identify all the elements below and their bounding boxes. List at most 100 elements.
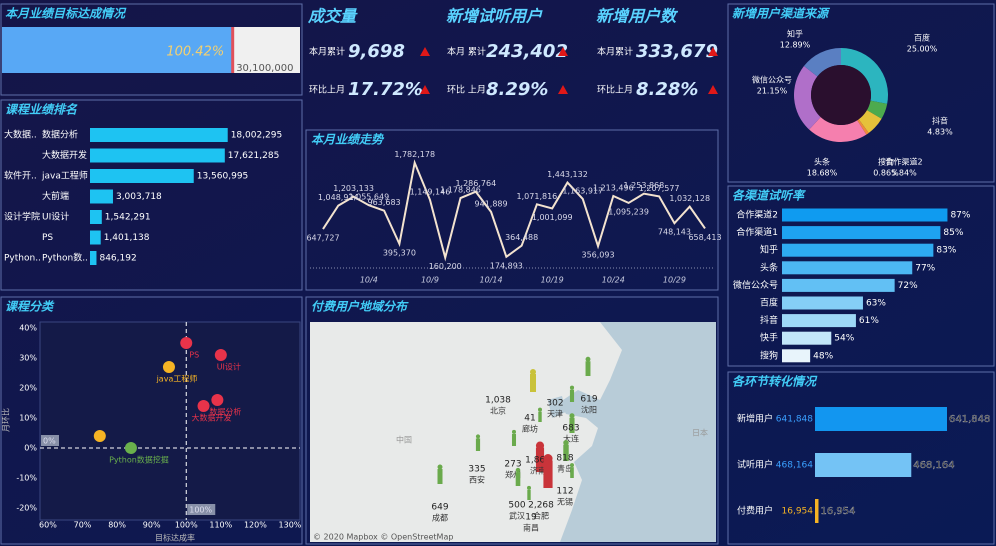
point-label: UI设计	[217, 362, 241, 372]
slice-value: 12.89%	[780, 41, 811, 50]
category-label: 新增用户	[737, 413, 773, 425]
x-axis-label: 目标达成率	[155, 533, 195, 543]
value-label: 87%	[950, 211, 970, 221]
x-tick-label: 120%	[244, 521, 267, 530]
group-label: 软件开..	[4, 170, 37, 182]
value-label: 1,001,099	[532, 213, 573, 222]
x-tick-label: 130%	[279, 521, 302, 530]
value-label: 77%	[915, 263, 935, 273]
value-label: 356,093	[581, 251, 614, 260]
value-label: 963,683	[368, 198, 401, 207]
slice-name: 头条	[814, 157, 830, 167]
panel-title: 各环节转化情况	[732, 375, 818, 389]
value-label: 395,370	[383, 248, 416, 257]
kpi-value: 8.28%	[636, 79, 698, 100]
category-label: 大数据开发	[42, 149, 87, 161]
slice-value: 5.84%	[891, 169, 917, 178]
value-label: 364,488	[505, 233, 538, 242]
x-tick-label: 110%	[209, 521, 232, 530]
bar	[90, 148, 225, 163]
city-value: 2,268	[528, 501, 554, 511]
target-label: 30,100,000	[236, 63, 293, 74]
point-label: 大数据开发	[192, 413, 232, 423]
value-label: 13,560,995	[197, 172, 249, 182]
value-label: 658,413	[688, 233, 721, 242]
panel-title: 各渠道试听率	[732, 189, 806, 203]
value-label: 1,443,132	[547, 170, 588, 179]
reference-label-bg	[187, 504, 216, 515]
panel	[305, 296, 719, 545]
kpi-title: 新增用户数	[596, 7, 679, 26]
x-tick-label: 10/14	[480, 276, 503, 285]
x-tick-label: 10/4	[360, 276, 378, 285]
x-tick-label: 10/24	[602, 276, 625, 285]
kpi-label: 环比上月	[597, 84, 633, 96]
city-name: 南昌	[523, 523, 539, 533]
y-tick-label: -20%	[16, 504, 37, 513]
point	[214, 349, 227, 361]
bar	[782, 331, 832, 345]
value-label: 1,286,764	[455, 179, 496, 188]
slice	[803, 48, 841, 77]
point	[197, 400, 210, 412]
city-name: 合肥	[533, 511, 549, 521]
y-tick-label: -10%	[16, 474, 37, 483]
y-tick-label: 0%	[24, 444, 37, 453]
up-arrow	[558, 85, 568, 94]
up-arrow	[708, 85, 718, 94]
city-value: 41	[524, 414, 535, 424]
category-label: 合作渠道2	[736, 209, 778, 221]
kpi-label: 本月 累计	[447, 46, 486, 58]
y-tick-label: 10%	[19, 414, 37, 423]
pin-head	[515, 467, 521, 473]
bar	[782, 349, 811, 363]
y-tick-label: 30%	[19, 354, 37, 363]
kpi-title: 新增试听用户	[446, 7, 543, 26]
value-label: 1,253,868	[624, 181, 665, 190]
city-value: 619	[580, 395, 597, 405]
y-axis-label: 月环比	[1, 408, 11, 432]
value-label: 647,727	[306, 234, 339, 243]
x-tick-label: 100%	[175, 521, 198, 530]
map-attribution: © 2020 Mapbox © OpenStreetMap	[313, 533, 453, 542]
up-arrow	[558, 47, 568, 56]
bar	[782, 208, 948, 222]
kpi-label: 本月累计	[597, 46, 633, 58]
point-label: 数据分析	[209, 407, 241, 417]
progress-label: 100.42%	[166, 45, 224, 60]
pin-head	[437, 464, 443, 470]
pin	[511, 433, 517, 446]
target-marker	[231, 27, 235, 73]
city-value: 649	[431, 503, 448, 513]
category-label: 快手	[760, 332, 778, 344]
progress-fill	[2, 27, 233, 73]
slice	[841, 48, 888, 104]
x-tick-label: 60%	[39, 521, 57, 530]
value-label: 1,542,291	[105, 213, 151, 223]
slice-value: 25.00%	[907, 45, 938, 54]
city-name: 大连	[563, 434, 579, 444]
slice	[857, 119, 869, 135]
bar	[815, 499, 819, 523]
category-label: Python数..	[42, 252, 88, 264]
value-label: 18,002,295	[231, 131, 283, 141]
kpi-label: 本月累计	[309, 46, 345, 58]
city-value: 112	[556, 487, 573, 497]
value-label: 748,143	[658, 228, 691, 237]
x-tick-label: 70%	[74, 521, 92, 530]
slice-name: 知乎	[787, 29, 803, 39]
slice-value: 21.15%	[757, 87, 788, 96]
category-label: 知乎	[760, 244, 778, 256]
slice	[809, 117, 867, 142]
pin	[569, 417, 575, 433]
pin-head	[585, 356, 591, 362]
panel	[0, 296, 303, 545]
city-value: 273	[504, 460, 521, 470]
kpi-value: 9,698	[348, 41, 405, 62]
y-tick-label: 40%	[19, 324, 37, 333]
category-label: 微信公众号	[733, 279, 778, 291]
slice-name: 微信公众号	[752, 75, 792, 85]
point-label: Python数据挖掘	[109, 455, 169, 465]
pin	[530, 374, 536, 392]
panel-title: 本月业绩目标达成情况	[5, 7, 127, 21]
